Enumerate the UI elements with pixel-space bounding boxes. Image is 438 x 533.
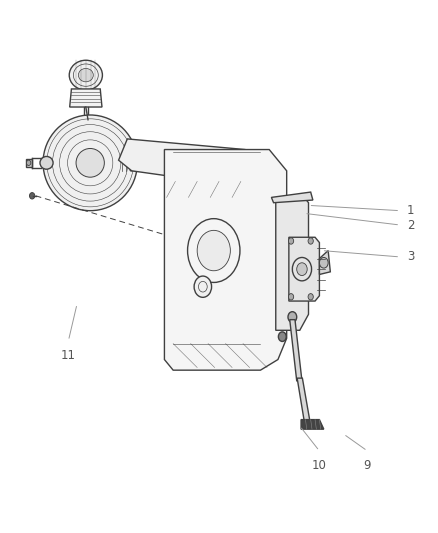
Polygon shape	[289, 237, 319, 301]
Ellipse shape	[159, 151, 170, 169]
Bar	[25, 159, 32, 167]
Polygon shape	[70, 89, 102, 107]
Polygon shape	[301, 419, 324, 429]
Ellipse shape	[40, 157, 53, 169]
Text: 9: 9	[364, 459, 371, 472]
Ellipse shape	[43, 115, 138, 211]
Polygon shape	[164, 150, 287, 370]
Polygon shape	[297, 378, 310, 421]
Text: 11: 11	[61, 349, 76, 362]
Text: 2: 2	[407, 219, 414, 231]
Ellipse shape	[69, 60, 102, 90]
Polygon shape	[276, 195, 308, 330]
Ellipse shape	[194, 276, 212, 297]
Polygon shape	[130, 150, 164, 171]
Ellipse shape	[197, 230, 230, 271]
Polygon shape	[119, 139, 280, 187]
Ellipse shape	[297, 263, 307, 276]
Ellipse shape	[78, 68, 93, 82]
Ellipse shape	[288, 312, 297, 322]
Ellipse shape	[29, 192, 35, 199]
Polygon shape	[272, 192, 313, 203]
Polygon shape	[290, 320, 302, 381]
Ellipse shape	[319, 257, 328, 268]
Ellipse shape	[308, 238, 313, 244]
Ellipse shape	[26, 160, 31, 165]
Text: 3: 3	[407, 251, 414, 263]
Ellipse shape	[187, 219, 240, 282]
Ellipse shape	[279, 332, 286, 342]
Ellipse shape	[288, 238, 293, 244]
Ellipse shape	[308, 294, 313, 300]
Polygon shape	[319, 251, 330, 274]
Ellipse shape	[288, 294, 293, 300]
Text: 10: 10	[312, 459, 327, 472]
Text: 1: 1	[407, 204, 414, 217]
Ellipse shape	[76, 149, 104, 177]
